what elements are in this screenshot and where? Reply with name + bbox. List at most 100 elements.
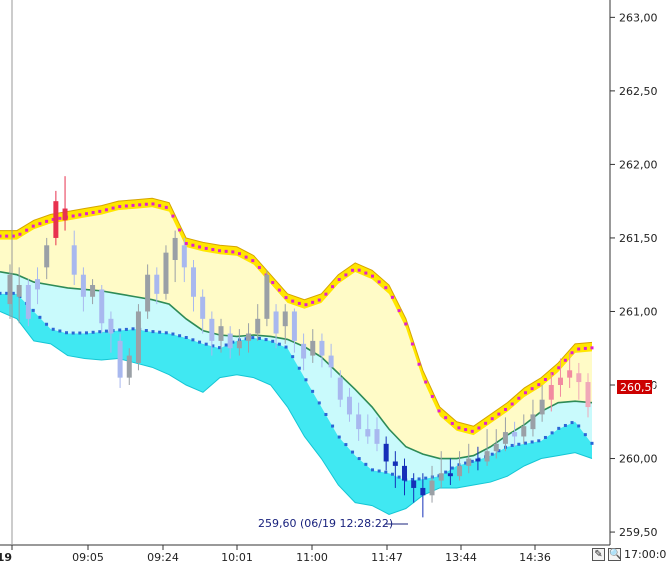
- resistance-dot: [344, 273, 348, 277]
- resistance-dot: [430, 394, 434, 398]
- candle-body: [71, 245, 77, 275]
- resistance-dot: [224, 249, 228, 253]
- support-dot: [71, 331, 75, 335]
- resistance-dot: [257, 266, 261, 270]
- y-tick-label: 261,50: [619, 232, 658, 245]
- support-dot: [51, 327, 55, 331]
- candle-body: [181, 245, 187, 268]
- support-dot: [377, 469, 381, 473]
- candle-body: [255, 318, 261, 334]
- support-dot: [98, 330, 102, 334]
- support-dot: [311, 389, 315, 393]
- support-dot: [344, 443, 348, 447]
- resistance-dot: [11, 234, 15, 238]
- lower-band-area: [0, 293, 592, 515]
- support-dot: [191, 338, 195, 342]
- resistance-dot: [184, 241, 188, 245]
- resistance-dot: [484, 421, 488, 425]
- resistance-dot: [25, 228, 29, 232]
- support-dot: [271, 339, 275, 343]
- resistance-dot: [530, 387, 534, 391]
- candle-body: [475, 458, 481, 462]
- candle-body: [246, 333, 252, 341]
- candle-body: [319, 340, 325, 356]
- candle-body: [374, 429, 380, 444]
- resistance-dot: [324, 292, 328, 296]
- support-dot: [11, 291, 15, 295]
- candle-body: [420, 487, 426, 496]
- candle-body: [16, 285, 22, 297]
- support-dot: [198, 340, 202, 344]
- candle-body: [301, 343, 307, 359]
- support-dot: [417, 477, 421, 481]
- x-tick-label: 14:36: [519, 551, 551, 564]
- resistance-dot: [104, 208, 108, 212]
- candle-body: [291, 311, 297, 341]
- y-tick-label: 262,50: [619, 85, 658, 98]
- middle-band-line: [0, 270, 593, 460]
- support-dot: [184, 336, 188, 340]
- candle-body: [227, 333, 233, 349]
- support-dot: [158, 330, 162, 334]
- resistance-dot: [311, 300, 315, 304]
- candle-body: [567, 370, 573, 378]
- support-dot: [543, 435, 547, 439]
- support-dot: [124, 327, 128, 331]
- support-dot: [178, 334, 182, 338]
- resistance-dot: [397, 309, 401, 313]
- candle-body: [337, 377, 343, 400]
- support-dot: [151, 330, 155, 334]
- candle-body: [438, 473, 444, 481]
- resistance-dot: [244, 255, 248, 259]
- resistance-dot: [331, 285, 335, 289]
- end-time-label: 17:00:00: [624, 548, 667, 561]
- resistance-dot: [91, 211, 95, 215]
- candle-body: [80, 274, 86, 297]
- last-price-box: [617, 380, 652, 394]
- candle-body: [346, 396, 352, 415]
- support-dot: [357, 457, 361, 461]
- support-dot: [164, 331, 168, 335]
- candle-body: [457, 465, 463, 477]
- candle-body: [557, 377, 563, 385]
- candle-body: [447, 473, 453, 477]
- support-dot: [384, 470, 388, 474]
- support-dot: [251, 336, 255, 340]
- x-tick-label: 13:44: [445, 551, 477, 564]
- resistance-dot: [417, 362, 421, 366]
- candle-body: [90, 285, 96, 297]
- y-axis: 263,00 262,50 262,00 261,50 261,00 260,50 260,…: [610, 11, 658, 539]
- support-dot: [563, 423, 567, 427]
- candle-body: [135, 311, 141, 363]
- support-dot: [390, 472, 394, 476]
- candle-body: [310, 340, 316, 356]
- support-dot: [510, 443, 514, 447]
- support-dot: [470, 459, 474, 463]
- candle-body: [209, 318, 215, 341]
- x-tick-label: 09:24: [147, 551, 179, 564]
- support-dot: [264, 338, 268, 342]
- resistance-dot: [304, 303, 308, 307]
- resistance-dot: [5, 234, 9, 238]
- candle-body: [117, 340, 123, 378]
- plot-area[interactable]: [0, 176, 594, 525]
- magnifier-icon[interactable]: 🔍: [608, 548, 622, 561]
- pencil-icon[interactable]: ✎: [592, 548, 605, 561]
- support-dot: [424, 476, 428, 480]
- resistance-dot: [437, 409, 441, 413]
- support-dot: [530, 440, 534, 444]
- candle-body: [25, 285, 31, 319]
- resistance-dot: [98, 209, 102, 213]
- candle-body: [493, 443, 499, 452]
- support-dot: [523, 441, 527, 445]
- resistance-dot: [517, 396, 521, 400]
- support-dot: [277, 342, 281, 346]
- resistance-dot: [377, 280, 381, 284]
- support-dot: [304, 378, 308, 382]
- support-dot: [58, 329, 62, 333]
- support-dot: [284, 345, 288, 349]
- resistance-dot: [424, 380, 428, 384]
- x-tick-label: 11:47: [371, 551, 403, 564]
- support-dot: [497, 449, 501, 453]
